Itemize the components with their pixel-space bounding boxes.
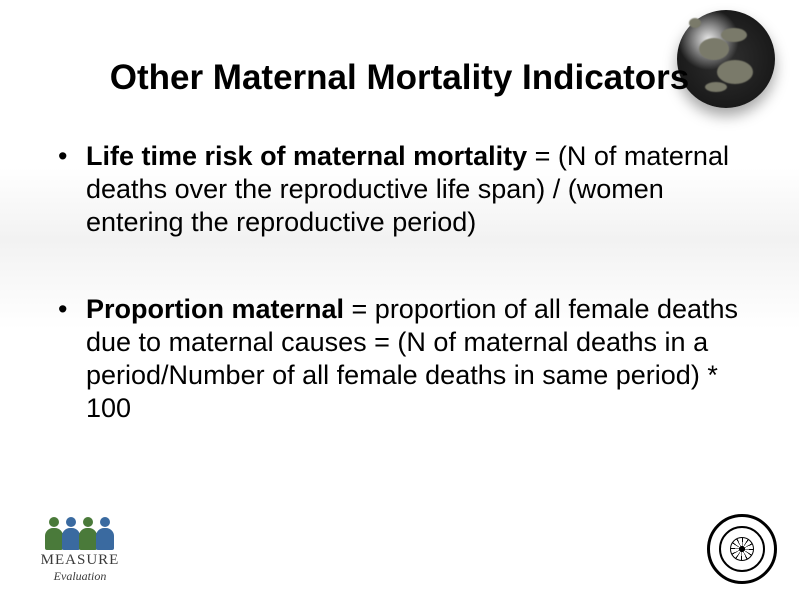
- bullet-item: Proportion maternal = proportion of all …: [50, 293, 745, 425]
- globe-land: [721, 28, 747, 42]
- globe-land: [689, 18, 701, 28]
- person-icon: [96, 517, 114, 550]
- seal-icon: [707, 514, 777, 584]
- slide-title: Other Maternal Mortality Indicators: [0, 58, 799, 98]
- person-icon: [45, 517, 63, 550]
- seal-inner: [730, 537, 754, 561]
- person-icon: [79, 517, 97, 550]
- logo-text-line1: MEASURE: [20, 552, 140, 569]
- logo-text-line2: Evaluation: [20, 569, 140, 584]
- university-seal-logo: [707, 514, 777, 584]
- slide-content: Life time risk of maternal mortality = (…: [50, 140, 745, 479]
- bullet-lead: Proportion maternal: [86, 294, 344, 324]
- globe-land: [699, 38, 729, 60]
- people-icon: [45, 516, 115, 550]
- bullet-item: Life time risk of maternal mortality = (…: [50, 140, 745, 239]
- measure-evaluation-logo: MEASURE Evaluation: [20, 516, 140, 584]
- bullet-lead: Life time risk of maternal mortality: [86, 141, 527, 171]
- person-icon: [62, 517, 80, 550]
